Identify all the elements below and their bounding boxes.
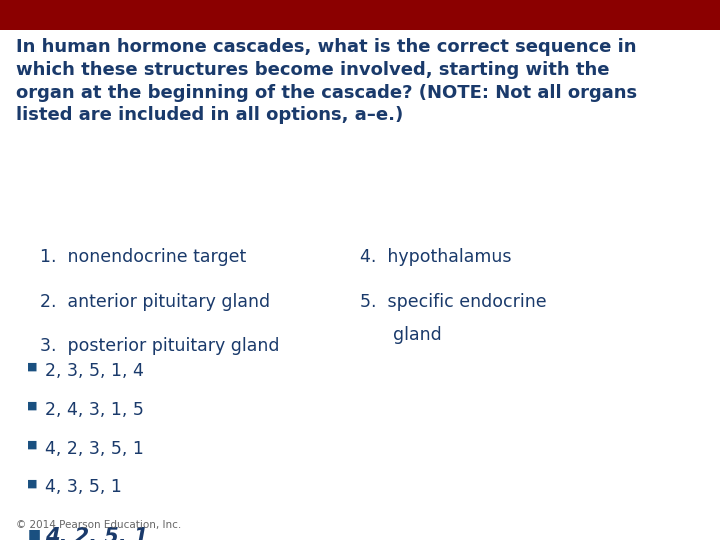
Text: ■: ■ (27, 478, 38, 489)
Text: ■: ■ (27, 401, 38, 411)
Text: 4.  hypothalamus: 4. hypothalamus (360, 248, 511, 266)
Text: In human hormone cascades, what is the correct sequence in
which these structure: In human hormone cascades, what is the c… (16, 38, 637, 125)
Text: 1.  nonendocrine target: 1. nonendocrine target (40, 248, 246, 266)
Text: 5.  specific endocrine: 5. specific endocrine (360, 293, 546, 310)
Text: 2.  anterior pituitary gland: 2. anterior pituitary gland (40, 293, 270, 310)
Text: ■: ■ (27, 440, 38, 450)
Text: 4, 3, 5, 1: 4, 3, 5, 1 (45, 478, 122, 496)
Text: 2, 4, 3, 1, 5: 2, 4, 3, 1, 5 (45, 401, 144, 418)
Text: gland: gland (360, 326, 442, 344)
Text: 4, 2, 3, 5, 1: 4, 2, 3, 5, 1 (45, 440, 144, 457)
Text: 3.  posterior pituitary gland: 3. posterior pituitary gland (40, 337, 279, 355)
FancyBboxPatch shape (0, 0, 720, 30)
Text: ■: ■ (27, 527, 40, 540)
Text: 2, 3, 5, 1, 4: 2, 3, 5, 1, 4 (45, 362, 144, 380)
Text: © 2014 Pearson Education, Inc.: © 2014 Pearson Education, Inc. (16, 520, 181, 530)
Text: 4, 2, 5, 1: 4, 2, 5, 1 (45, 527, 149, 540)
Text: ■: ■ (27, 362, 38, 372)
